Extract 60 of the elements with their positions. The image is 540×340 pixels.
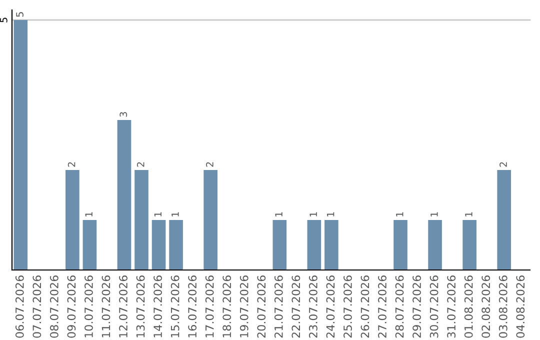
x-tick-label: 31.07.2026 bbox=[447, 276, 456, 338]
bar bbox=[117, 120, 132, 270]
data-label: 3 bbox=[120, 112, 128, 117]
bar bbox=[66, 170, 80, 270]
x-tick-label: 25.07.2026 bbox=[344, 276, 352, 338]
x-tick-label: 02.08.2026 bbox=[482, 276, 490, 338]
x-tick-label: 17.07.2026 bbox=[205, 276, 214, 338]
x-tick-label: 18.07.2026 bbox=[222, 276, 232, 338]
x-tick-label: 07.07.2026 bbox=[32, 276, 42, 338]
bar bbox=[152, 220, 166, 270]
data-label: 1 bbox=[85, 212, 92, 216]
x-tick-label: 30.07.2026 bbox=[430, 276, 438, 338]
bar bbox=[462, 220, 476, 270]
x-tick-label: 10.07.2026 bbox=[84, 276, 93, 338]
data-label: 2 bbox=[68, 162, 76, 167]
data-label: 1 bbox=[327, 212, 334, 216]
x-tick-label: 12.07.2026 bbox=[119, 276, 128, 338]
x-tick-label: 23.07.2026 bbox=[308, 276, 318, 338]
bar bbox=[497, 170, 512, 270]
x-tick-label: 01.08.2026 bbox=[464, 276, 473, 338]
x-tick-label: 03.08.2026 bbox=[498, 276, 508, 338]
x-tick-label: 28.07.2026 bbox=[395, 276, 404, 338]
data-label: 1 bbox=[465, 212, 472, 216]
data-label: 1 bbox=[172, 212, 179, 216]
x-tick-label: 29.07.2026 bbox=[412, 276, 421, 338]
x-tick-label: 19.07.2026 bbox=[240, 276, 248, 338]
x-tick-label: 22.07.2026 bbox=[292, 276, 300, 338]
x-tick-label: 08.07.2026 bbox=[50, 276, 58, 338]
data-label: 1 bbox=[396, 212, 404, 216]
data-label: 1 bbox=[154, 212, 162, 216]
x-tick-label: 26.07.2026 bbox=[360, 276, 370, 338]
bar bbox=[82, 220, 97, 270]
data-label: 1 bbox=[310, 212, 317, 216]
bar bbox=[169, 220, 183, 270]
data-label: 2 bbox=[206, 162, 214, 167]
bar bbox=[324, 220, 338, 270]
x-tick-label: 16.07.2026 bbox=[188, 276, 197, 338]
x-tick-label: 24.07.2026 bbox=[326, 276, 335, 338]
bar bbox=[272, 220, 287, 270]
bar bbox=[307, 220, 322, 270]
bar bbox=[14, 20, 28, 270]
x-tick-label: 20.07.2026 bbox=[257, 276, 266, 338]
bar bbox=[428, 220, 442, 270]
data-label: 5 bbox=[16, 12, 24, 17]
bar bbox=[204, 170, 218, 270]
data-label: 2 bbox=[500, 162, 507, 167]
x-tick-label: 27.07.2026 bbox=[378, 276, 386, 338]
x-tick-label: 21.07.2026 bbox=[274, 276, 283, 338]
bar bbox=[134, 170, 148, 270]
x-tick-label: 14.07.2026 bbox=[154, 276, 162, 338]
data-label: 1 bbox=[275, 212, 282, 216]
x-tick-label: 11.07.2026 bbox=[102, 276, 110, 338]
x-tick-label: 13.07.2026 bbox=[136, 276, 145, 338]
data-label: 1 bbox=[430, 212, 438, 216]
bar bbox=[394, 220, 408, 270]
x-tick-label: 06.07.2026 bbox=[15, 276, 24, 338]
x-tick-label: 04.08.2026 bbox=[516, 276, 525, 338]
x-tick-label: 15.07.2026 bbox=[170, 276, 180, 338]
data-label: 2 bbox=[136, 162, 144, 167]
x-tick-label: 09.07.2026 bbox=[67, 276, 76, 338]
